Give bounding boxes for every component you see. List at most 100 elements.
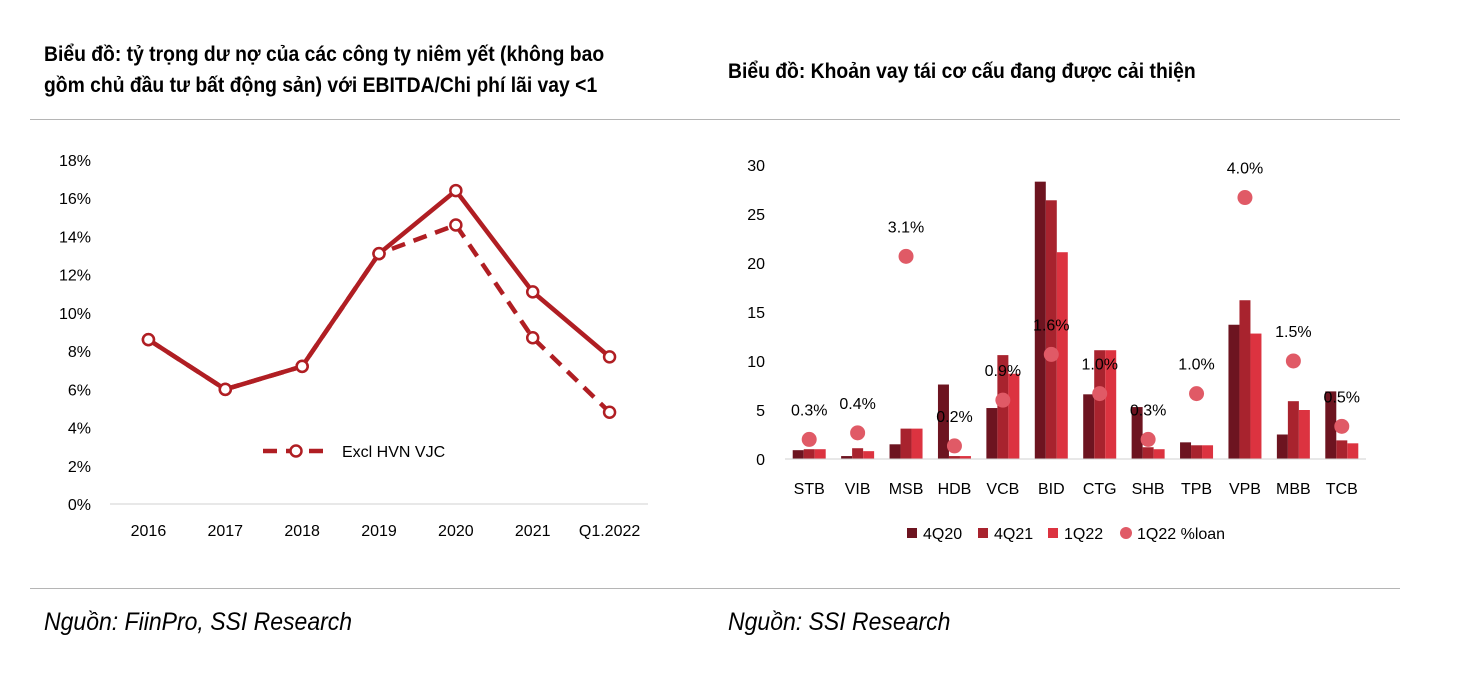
left-x-tick-label: 2017 <box>207 523 243 540</box>
right-y-tick-label: 15 <box>747 305 765 322</box>
right-loan-pct-label: 1.5% <box>1275 324 1311 341</box>
left-legend-label: Excl HVN VJC <box>342 444 445 461</box>
right-bar-4Q20 <box>1131 407 1143 459</box>
left-series-1-point <box>525 330 540 345</box>
right-source: Nguồn: SSI Research <box>728 608 951 636</box>
left-y-tick-label: 4% <box>68 421 91 438</box>
right-x-tick-label: HDB <box>938 481 972 498</box>
right-loan-pct-label: 0.9% <box>985 363 1021 380</box>
left-series-1-point <box>602 405 617 420</box>
right-legend-swatch-4Q21 <box>978 528 988 538</box>
left-series-0-point <box>449 183 463 198</box>
right-loan-pct-dot <box>1092 386 1108 402</box>
right-bar-1Q22 <box>1347 443 1359 459</box>
right-loan-pct-dot <box>1237 190 1253 206</box>
right-bar-4Q21 <box>1045 200 1057 459</box>
right-y-tick-label: 30 <box>747 158 765 175</box>
right-bar-4Q21 <box>948 456 960 459</box>
right-x-tick-label: CTG <box>1083 481 1117 498</box>
right-loan-pct-dot <box>850 425 866 441</box>
right-x-tick-label: MBB <box>1276 481 1311 498</box>
right-loan-pct-dot <box>995 392 1011 408</box>
right-bar-4Q20 <box>841 456 853 459</box>
left-y-tick-label: 10% <box>59 306 91 323</box>
right-legend-label: 4Q20 <box>923 526 962 543</box>
right-loan-pct-label: 0.4% <box>839 396 875 413</box>
left-series-0-point <box>602 350 617 364</box>
right-loan-pct-dot <box>1334 418 1350 434</box>
right-x-tick-label: VIB <box>845 481 871 498</box>
left-y-tick-label: 18% <box>59 153 91 170</box>
right-x-tick-label: SHB <box>1132 481 1165 498</box>
right-bar-4Q20 <box>1276 434 1288 459</box>
right-y-tick-label: 0 <box>756 452 765 469</box>
right-bar-4Q21 <box>1239 300 1251 459</box>
right-loan-pct-label: 4.0% <box>1227 161 1263 178</box>
right-bar-4Q20 <box>937 384 949 459</box>
left-chart-title: Biểu đồ: tỷ trọng dư nợ của các công ty … <box>44 39 604 101</box>
right-bar-1Q22 <box>1250 333 1262 459</box>
left-series-1-point <box>449 218 463 232</box>
right-loan-pct-label: 0.3% <box>791 402 827 419</box>
top-divider <box>30 119 1400 120</box>
right-bar-4Q20 <box>1083 394 1095 459</box>
right-legend-label: 4Q21 <box>994 526 1033 543</box>
left-y-tick-label: 2% <box>68 459 91 476</box>
left-series-1-point <box>295 359 309 374</box>
right-y-tick-label: 10 <box>747 354 765 371</box>
left-y-tick-label: 6% <box>68 382 91 399</box>
left-y-tick-label: 14% <box>59 229 91 246</box>
right-y-tick-label: 25 <box>747 207 765 224</box>
right-bar-4Q21 <box>1191 445 1203 459</box>
right-x-tick-label: STB <box>794 481 825 498</box>
right-x-tick-label: TPB <box>1181 481 1212 498</box>
right-bar-4Q20 <box>1228 324 1240 459</box>
right-bar-4Q20 <box>1325 391 1337 459</box>
right-loan-pct-label: 0.2% <box>936 409 972 426</box>
right-bar-1Q22 <box>863 451 875 459</box>
left-chart-title-line1: Biểu đồ: tỷ trọng dư nợ của các công ty … <box>44 43 605 66</box>
right-loan-pct-dot <box>1043 346 1059 362</box>
right-legend-swatch-4Q20 <box>907 528 917 538</box>
right-loan-pct-dot <box>1140 431 1156 447</box>
left-x-tick-label: Q1.2022 <box>579 523 640 540</box>
right-bar-4Q21 <box>852 448 864 459</box>
left-x-tick-label: 2016 <box>131 523 167 540</box>
right-loan-pct-label: 1.6% <box>1033 317 1069 334</box>
left-y-tick-label: 8% <box>68 344 91 361</box>
right-bar-1Q22 <box>1105 350 1117 459</box>
right-loan-pct-label: 1.0% <box>1081 357 1117 374</box>
right-x-tick-label: VPB <box>1229 481 1261 498</box>
right-bar-1Q22 <box>1056 252 1068 459</box>
right-bar-4Q21 <box>900 428 912 459</box>
right-loan-pct-dot <box>1189 386 1205 402</box>
right-legend-swatch-dot <box>1120 527 1132 539</box>
right-loan-pct-label: 0.3% <box>1130 402 1166 419</box>
left-source: Nguồn: FiinPro, SSI Research <box>44 608 353 636</box>
left-series-1-point <box>218 382 233 397</box>
right-x-tick-label: MSB <box>889 481 924 498</box>
right-bar-1Q22 <box>959 456 971 459</box>
right-bar-4Q21 <box>1287 401 1299 459</box>
right-bar-4Q20 <box>792 450 804 459</box>
left-chart-title-line2: gồm chủ đầu tư bất động sản) với EBITDA/… <box>44 74 598 97</box>
left-x-tick-label: 2018 <box>284 523 320 540</box>
right-bar-1Q22 <box>1298 410 1310 459</box>
right-y-tick-label: 5 <box>756 403 765 420</box>
left-y-tick-label: 12% <box>59 268 91 285</box>
right-legend-swatch-1Q22 <box>1048 528 1058 538</box>
right-legend-label: 1Q22 <box>1064 526 1103 543</box>
left-x-tick-label: 2020 <box>438 523 474 540</box>
right-y-tick-label: 20 <box>747 256 765 273</box>
right-x-tick-label: TCB <box>1326 481 1358 498</box>
right-bar-1Q22 <box>1202 445 1214 459</box>
right-loan-pct-dot <box>1285 353 1301 369</box>
right-x-tick-label: VCB <box>986 481 1019 498</box>
right-bar-4Q20 <box>1034 181 1046 459</box>
right-loan-pct-dot <box>946 438 962 454</box>
right-bar-4Q20 <box>986 408 998 459</box>
left-legend-marker <box>289 444 303 458</box>
right-bar-1Q22 <box>911 428 923 459</box>
right-loan-pct-label: 3.1% <box>888 219 924 236</box>
